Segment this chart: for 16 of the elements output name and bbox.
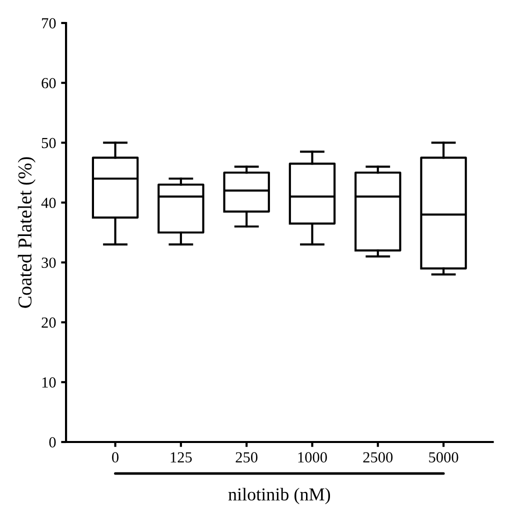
y-tick-label: 10 (42, 377, 56, 388)
y-tick-label: 40 (41, 198, 56, 208)
x-tick-label: 125 (170, 452, 192, 462)
x-tick-label: 5000 (429, 452, 458, 462)
x-tick-label: 250 (236, 452, 258, 462)
x-axis-title: nilotinib (nM) (228, 488, 330, 504)
y-tick-label: 50 (42, 138, 56, 148)
y-axis-title: Coated Platelet (%) (18, 157, 36, 308)
y-tick-label: 0 (49, 437, 56, 448)
x-tick-label: 1000 (298, 452, 327, 462)
y-tick-label: 70 (42, 18, 56, 28)
x-tick-label: 0 (112, 452, 119, 462)
y-tick-label: 30 (42, 258, 56, 268)
x-tick-label: 2500 (363, 452, 393, 462)
y-tick-label: 20 (42, 317, 56, 328)
y-tick-label: 60 (42, 78, 56, 88)
